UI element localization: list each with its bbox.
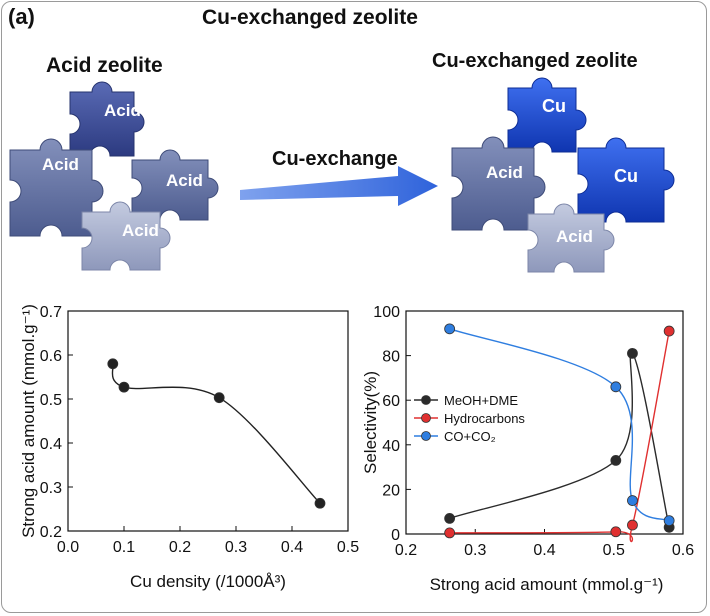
chart1-series2-point (627, 495, 638, 506)
acid-label-1: Acid (104, 101, 141, 120)
chart0-y-axis-label: Strong acid amount (mmol.g⁻¹) (19, 304, 38, 538)
puzzle-piece-acid-right (131, 149, 219, 221)
chart1-y-tick-label: 100 (373, 304, 400, 321)
chart1-y-tick-label: 80 (382, 349, 400, 366)
legend-label-1: Hydrocarbons (444, 411, 525, 426)
chart1-series-line-2 (449, 328, 670, 522)
chart0-x-axis-label: Cu density (/1000Å³) (130, 572, 286, 591)
acid-puzzle-cluster: Acid Acid Acid Acid (9, 81, 219, 271)
chart0-series0-point (314, 497, 326, 509)
chart1-x-tick-label: 0.2 (395, 542, 417, 559)
acid-label-r1: Acid (486, 163, 523, 182)
cu-label-2: Cu (614, 166, 638, 186)
legend-marker-1 (421, 413, 431, 423)
chart1-x-axis-label: Strong acid amount (mmol.g⁻¹) (430, 575, 664, 594)
chart0-y-tick-label: 0.5 (40, 392, 62, 409)
chart1-x-tick-label: 0.5 (603, 542, 625, 559)
panel-label: (a) (8, 4, 35, 29)
chart1-x-tick-label: 0.6 (672, 542, 694, 559)
chart1-series0-point (610, 455, 622, 466)
chart1-y-tick-label: 0 (391, 527, 400, 544)
figure-title: Cu-exchanged zeolite (202, 6, 418, 29)
chart0-series0-point (107, 358, 119, 370)
chart1-series-line-0 (449, 351, 670, 528)
chart0-x-tick-label: 0.1 (113, 539, 135, 556)
chart1-x-tick-label: 0.3 (464, 542, 486, 559)
chart0-x-tick-label: 0.2 (169, 539, 191, 556)
acid-label-3: Acid (166, 171, 203, 190)
chart0-plot-frame (67, 310, 349, 532)
puzzle-piece-acid-bottom-r (527, 203, 615, 273)
acid-label-4: Acid (122, 221, 159, 240)
chart1-y-tick-label: 20 (382, 482, 400, 499)
acid-label-r2: Acid (556, 227, 593, 246)
chart1-y-tick-label: 40 (382, 438, 400, 455)
chart1-series0-point (627, 347, 638, 359)
chart0-x-tick-label: 0.0 (57, 539, 79, 556)
legend-marker-0 (421, 395, 431, 405)
acid-label-2: Acid (42, 155, 79, 174)
chart1-series1-point (444, 527, 456, 539)
chart0-y-tick-label: 0.2 (40, 524, 62, 541)
chart0-x-tick-label: 0.5 (337, 539, 359, 556)
chart0-y-tick-label: 0.3 (40, 480, 62, 497)
chart1-y-tick-label: 60 (382, 393, 400, 410)
chart1-series2-point (610, 381, 622, 393)
cu-exchange-arrow (240, 166, 438, 206)
cu-puzzle-cluster: Cu Acid Cu Acid (451, 77, 675, 273)
chart0-x-tick-label: 0.3 (225, 539, 247, 556)
chart1-series0-point (444, 512, 456, 524)
chart0-series0-point (213, 392, 225, 404)
puzzle-piece-cu-right (577, 137, 675, 223)
legend-label-2: CO+CO₂ (444, 429, 496, 444)
puzzle-piece-acid-top (69, 81, 145, 157)
chart0-series0-point (118, 381, 130, 393)
chart1-x-tick-label: 0.4 (533, 542, 555, 559)
chart0-y-tick-label: 0.6 (40, 348, 62, 365)
legend-marker-2 (421, 431, 431, 441)
legend-label-0: MeOH+DME (444, 393, 518, 408)
chart1-y-axis-label: Selectivity(%) (361, 371, 380, 474)
chart1-series2-point (663, 515, 675, 527)
cu-exchange-label: Cu-exchange (272, 148, 398, 170)
chart0-x-tick-label: 0.4 (281, 539, 303, 556)
puzzle-piece-cu-top (507, 77, 587, 153)
acid-zeolite-title: Acid zeolite (46, 54, 163, 77)
chart1-series-line-1 (449, 330, 670, 543)
chart0-y-tick-label: 0.4 (40, 436, 62, 453)
chart1-series1-point (627, 519, 638, 531)
chart0-series-line-0 (111, 363, 321, 504)
cu-label-1: Cu (542, 96, 566, 116)
chart0-y-tick-label: 0.7 (40, 304, 62, 321)
chart1-series1-point (663, 325, 675, 337)
chart1-series2-point (444, 323, 456, 335)
cu-zeolite-title: Cu-exchanged zeolite (432, 50, 638, 72)
chart1-series1-point (610, 526, 622, 538)
puzzle-piece-acid-bottom (81, 201, 171, 271)
